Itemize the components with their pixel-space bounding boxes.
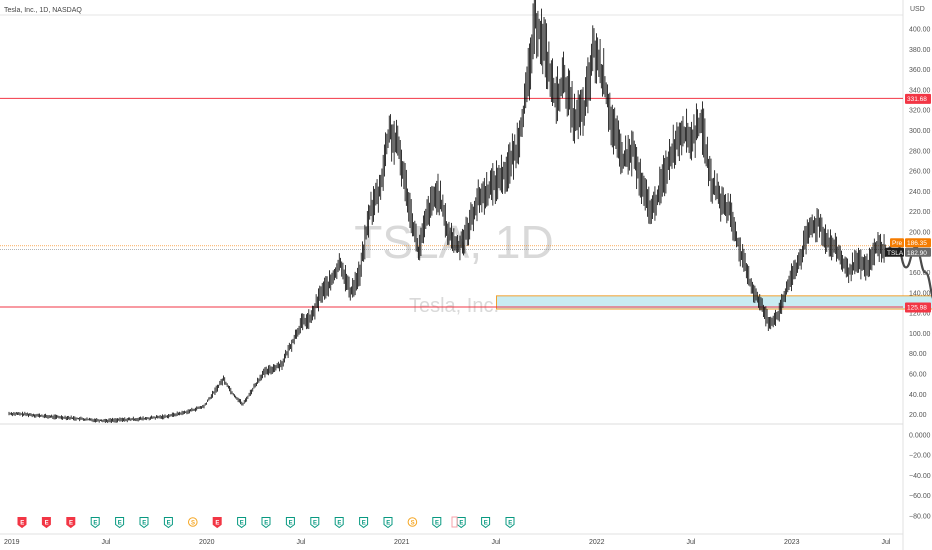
earnings-event-marker[interactable]: E: [359, 517, 369, 529]
pending-event-marker[interactable]: [451, 516, 458, 528]
earnings-event-marker[interactable]: E: [261, 517, 271, 529]
price-tick-label: 140.00: [909, 290, 931, 297]
event-letter: E: [69, 521, 73, 527]
split-event-marker[interactable]: S: [407, 517, 418, 527]
price-tick-label: 260.00: [909, 169, 931, 176]
price-tick-label: −60.00: [909, 493, 931, 500]
event-letter: E: [435, 521, 439, 527]
earnings-event-marker[interactable]: E: [505, 517, 515, 529]
last-price-badge: TSLA 182.90: [885, 247, 931, 257]
earnings-event-marker[interactable]: E: [334, 517, 344, 529]
chart-header-title: Tesla, Inc., 1D, NASDAQ: [4, 7, 82, 14]
time-tick-label: Jul: [102, 539, 111, 546]
earnings-event-marker[interactable]: E: [66, 517, 76, 529]
event-letter: E: [167, 521, 171, 527]
name-watermark: Tesla, Inc.: [409, 295, 499, 317]
event-letter: E: [289, 521, 293, 527]
support-badge: 125.98: [905, 302, 931, 313]
last-price-value: 182.90: [907, 250, 927, 257]
time-tick-label: 2023: [784, 539, 800, 546]
event-letter: E: [142, 521, 146, 527]
earnings-event-marker[interactable]: E: [115, 517, 125, 529]
event-letter: E: [215, 521, 219, 527]
support-zone[interactable]: [496, 295, 932, 310]
price-tick-label: −80.00: [909, 514, 931, 521]
price-tick-label: 0.0000: [909, 432, 931, 439]
earnings-event-marker[interactable]: E: [41, 517, 51, 529]
event-letter: E: [264, 521, 268, 527]
earnings-event-marker[interactable]: E: [163, 517, 173, 529]
pre-market-badge: Pre 186.35: [890, 238, 931, 248]
event-letter: E: [362, 521, 366, 527]
earnings-event-marker[interactable]: E: [90, 517, 100, 529]
price-tick-label: −20.00: [909, 453, 931, 460]
price-tick-label: 200.00: [909, 229, 931, 236]
time-tick-label: Jul: [492, 539, 501, 546]
time-tick-label: Jul: [687, 539, 696, 546]
symbol-label: TSLA: [887, 250, 904, 257]
event-letter: E: [45, 521, 49, 527]
time-tick-label: 2021: [394, 539, 410, 546]
earnings-event-marker[interactable]: E: [212, 517, 222, 529]
event-letter: E: [508, 521, 512, 527]
time-tick-label: 2022: [589, 539, 605, 546]
event-letter: E: [20, 521, 24, 527]
resistance-badge: 331.68: [905, 93, 931, 104]
earnings-event-marker[interactable]: E: [481, 517, 491, 529]
price-tick-label: 380.00: [909, 47, 931, 54]
resistance-badge-text: 331.68: [907, 96, 927, 103]
event-letter: E: [313, 521, 317, 527]
time-tick-label: 2019: [4, 539, 20, 546]
price-tick-label: 220.00: [909, 209, 931, 216]
event-letter: E: [386, 521, 390, 527]
event-letter: E: [484, 521, 488, 527]
earnings-event-marker[interactable]: E: [310, 517, 320, 529]
time-tick-label: Jul: [882, 539, 891, 546]
event-letter: E: [93, 521, 97, 527]
pre-market-label: Pre: [892, 240, 903, 247]
event-letter: E: [459, 521, 463, 527]
price-tick-label: 100.00: [909, 331, 931, 338]
price-tick-label: 80.00: [909, 351, 927, 358]
earnings-event-marker[interactable]: E: [17, 517, 27, 529]
time-tick-label: Jul: [297, 539, 306, 546]
price-tick-label: 340.00: [909, 87, 931, 94]
earnings-event-marker[interactable]: E: [285, 517, 295, 529]
price-axis[interactable]: 400.00 380.00 360.00 340.00 320.00 300.00 280.…: [909, 27, 931, 521]
projection-line[interactable]: [885, 120, 932, 303]
earnings-event-marker[interactable]: E: [139, 517, 149, 529]
price-tick-label: 120.00: [909, 311, 931, 318]
price-tick-label: −40.00: [909, 473, 931, 480]
support-badge-text: 125.98: [907, 305, 927, 312]
earnings-event-marker[interactable]: E: [432, 517, 442, 529]
earnings-event-marker[interactable]: E: [456, 517, 466, 529]
price-tick-label: 40.00: [909, 392, 927, 399]
projection-series: [885, 120, 932, 303]
event-letter: E: [337, 521, 341, 527]
pre-market-value: 186.35: [907, 240, 927, 247]
earnings-event-marker[interactable]: E: [383, 517, 393, 529]
price-tick-label: 240.00: [909, 189, 931, 196]
price-tick-label: 20.00: [909, 412, 927, 419]
time-axis[interactable]: 2019Jul2020Jul2021Jul2022Jul2023Jul2024J…: [4, 539, 932, 546]
price-tick-label: 400.00: [909, 27, 931, 34]
price-tick-label: 280.00: [909, 148, 931, 155]
time-tick-label: 2020: [199, 539, 215, 546]
event-letter: E: [118, 521, 122, 527]
price-tick-label: 60.00: [909, 371, 927, 378]
split-event-marker[interactable]: S: [188, 517, 198, 527]
event-letter: S: [411, 521, 415, 527]
price-tick-label: 300.00: [909, 128, 931, 135]
event-letter: S: [191, 521, 195, 527]
price-tick-label: 320.00: [909, 108, 931, 115]
currency-label: USD: [910, 6, 925, 13]
price-series: [8, 0, 886, 424]
earnings-event-marker[interactable]: E: [237, 517, 247, 529]
event-letter: E: [240, 521, 244, 527]
price-tick-label: 360.00: [909, 67, 931, 74]
price-tick-label: 160.00: [909, 270, 931, 277]
